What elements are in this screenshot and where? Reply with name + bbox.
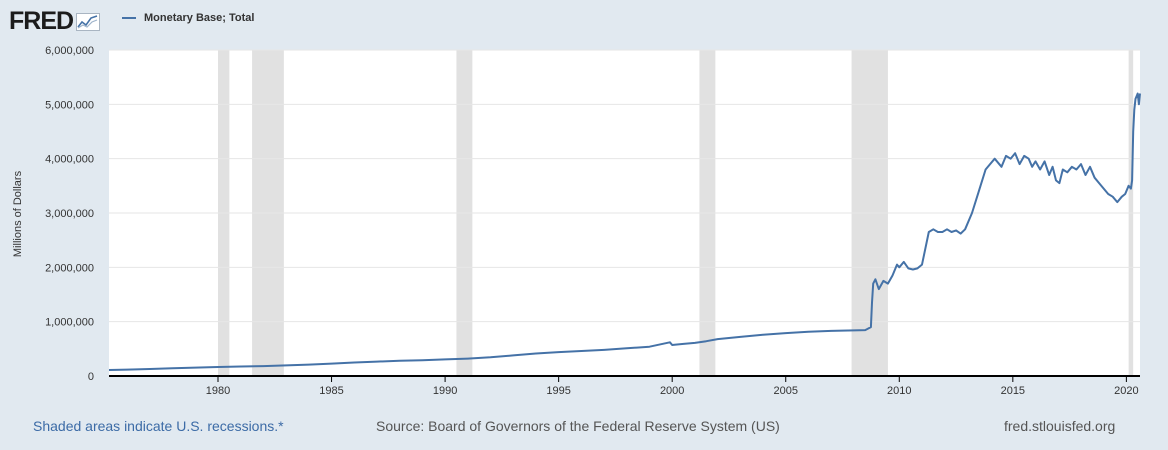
y-tick-label: 4,000,000: [45, 154, 94, 166]
site-link[interactable]: fred.stlouisfed.org: [1004, 418, 1116, 434]
source-text: Source: Board of Governors of the Federa…: [376, 418, 780, 434]
x-tick-label: 1985: [319, 385, 343, 397]
x-tick-label: 1990: [433, 385, 457, 397]
fred-logo[interactable]: FRED: [9, 7, 101, 36]
x-tick-label: 2020: [1114, 385, 1138, 397]
chart-line-icon: [76, 12, 101, 31]
legend-series-label: Monetary Base; Total: [144, 12, 255, 24]
x-tick-label: 2000: [660, 385, 684, 397]
x-tick-label: 1995: [546, 385, 570, 397]
x-tick-label: 2015: [1001, 385, 1025, 397]
series-line: [108, 92, 1141, 371]
y-tick-label: 2,000,000: [45, 262, 94, 274]
recession-note: Shaded areas indicate U.S. recessions.*: [33, 418, 284, 434]
legend-swatch: [122, 17, 136, 19]
x-tick-label: 1980: [206, 385, 230, 397]
y-tick-label: 1,000,000: [45, 317, 94, 329]
chart-legend: Monetary Base; Total: [122, 12, 254, 24]
x-tick-label: 2010: [887, 385, 911, 397]
y-tick-label: 3,000,000: [45, 208, 94, 220]
x-tick-label: 2005: [773, 385, 797, 397]
y-tick-label: 6,000,000: [45, 45, 94, 57]
logo-text: FRED: [9, 7, 74, 35]
y-tick-label: 5,000,000: [45, 99, 94, 111]
y-tick-label: 0: [88, 371, 94, 383]
